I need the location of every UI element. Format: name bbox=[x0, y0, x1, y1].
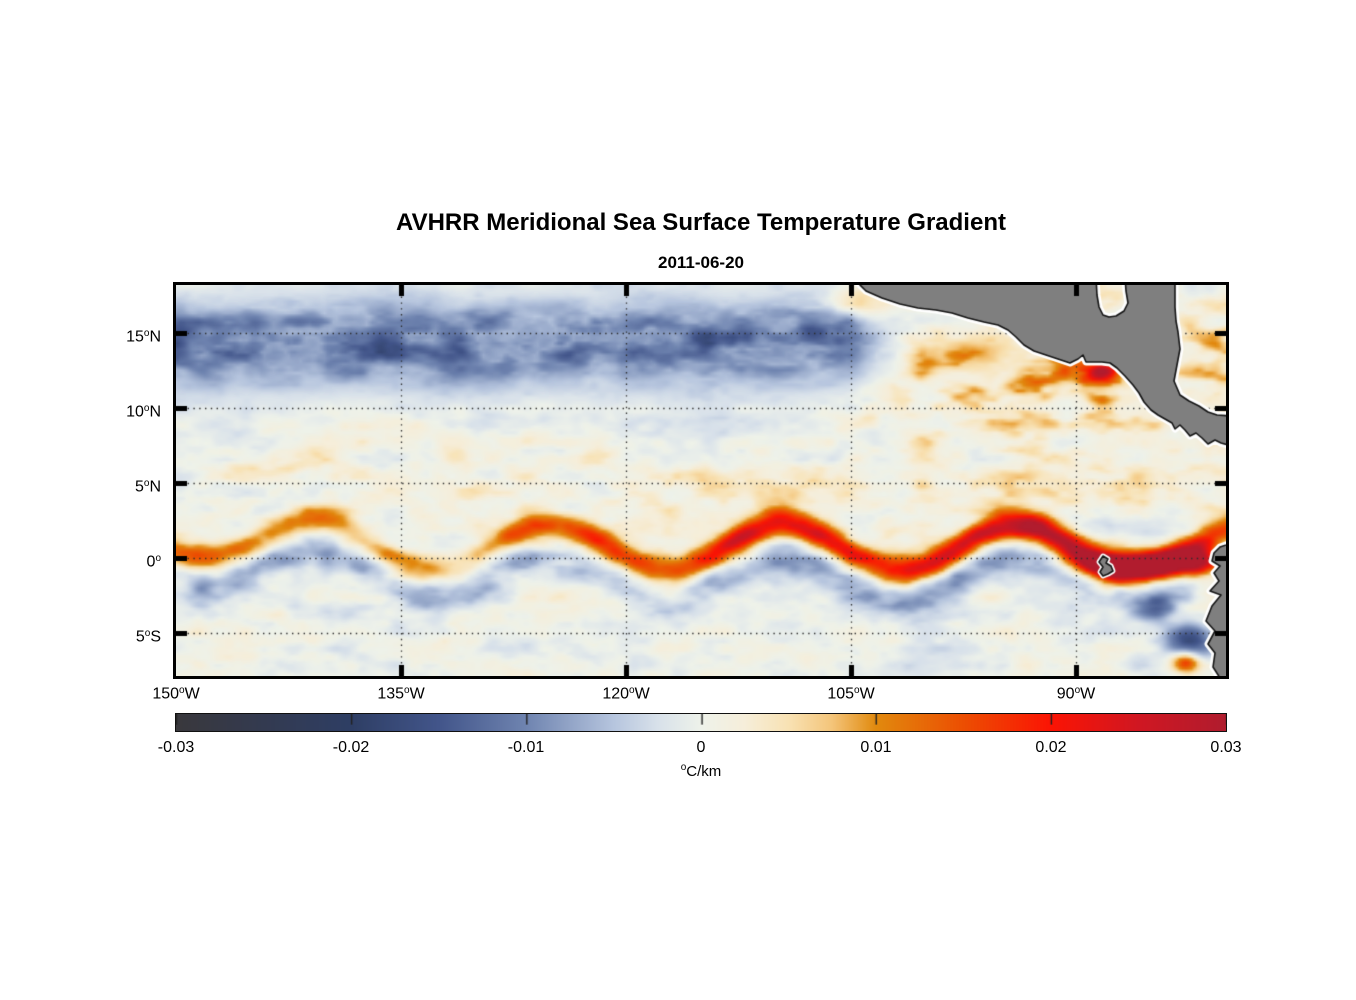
x-tick-label-135W: 135oW bbox=[377, 684, 425, 703]
x-tick-label-90W: 90oW bbox=[1056, 684, 1096, 703]
colorbar-tick-label-0.02: 0.02 bbox=[1035, 739, 1067, 756]
chart-title: AVHRR Meridional Sea Surface Temperature… bbox=[396, 209, 1006, 236]
x-axis-tick-labels: 150oW 135oW 120oW 105oW 90oW bbox=[152, 684, 1226, 706]
colorbar-tick-label-0.03: 0.03 bbox=[1210, 739, 1242, 756]
colorbar-tick-label-0: 0 bbox=[696, 739, 706, 756]
colorbar-tick-label--0.02: -0.02 bbox=[332, 739, 370, 756]
degree-symbol: o bbox=[680, 762, 687, 773]
y-tick-label-10N: 10oN bbox=[126, 402, 161, 421]
chart-date-subtitle: 2011-06-20 bbox=[657, 253, 745, 272]
y-tick-label-15N: 15oN bbox=[126, 327, 161, 346]
x-tick-label-150W: 150oW bbox=[152, 684, 200, 703]
x-tick-label-120W: 120oW bbox=[602, 684, 650, 703]
colorbar-tick-labels: -0.03 -0.02 -0.01 0 0.01 0.02 0.03 bbox=[158, 739, 1242, 759]
sst-gradient-heatmap bbox=[176, 285, 1226, 676]
map-plot bbox=[173, 282, 1229, 679]
colorbar-tick-label-0.01: 0.01 bbox=[860, 739, 892, 756]
x-tick-label-105W: 105oW bbox=[827, 684, 875, 703]
colorbar-unit-label: oC/km bbox=[176, 762, 1226, 780]
colorbar bbox=[175, 713, 1227, 732]
unit-text: C/km bbox=[686, 763, 722, 780]
y-tick-label-5S: 5oS bbox=[135, 627, 161, 646]
colorbar-gradient bbox=[176, 714, 1226, 731]
y-tick-label-0eq: 0o bbox=[146, 552, 161, 571]
y-tick-label-5N: 5oN bbox=[134, 477, 161, 496]
colorbar-tick-label--0.01: -0.01 bbox=[507, 739, 545, 756]
colorbar-tick-label--0.03: -0.03 bbox=[157, 739, 195, 756]
y-axis-tick-labels: 15oN 10oN 5oN 0o 5oS bbox=[0, 285, 167, 676]
